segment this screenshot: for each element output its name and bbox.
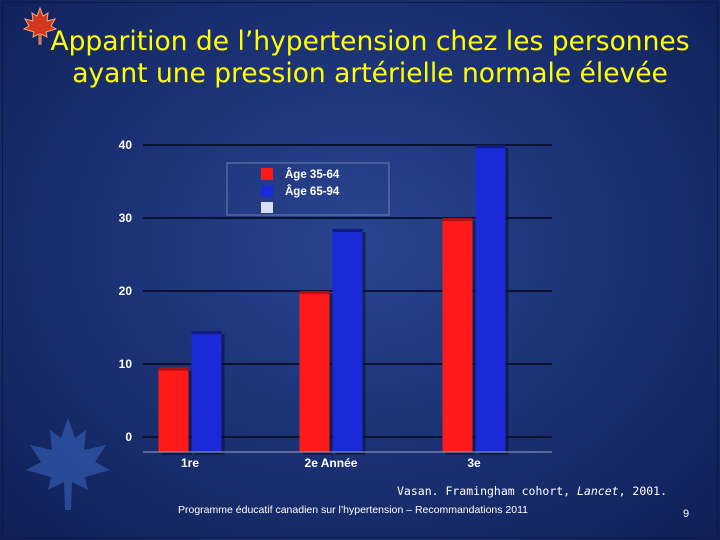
bar-cap xyxy=(475,145,506,148)
x-tick-label: 1re xyxy=(181,456,199,470)
slide-footer: Programme éducatif canadien sur l’hypert… xyxy=(178,504,529,516)
legend-swatch xyxy=(261,185,273,197)
y-tick-label: 20 xyxy=(119,284,133,298)
maple-leaf-watermark-icon xyxy=(26,418,110,510)
y-tick-label: 30 xyxy=(119,211,133,225)
y-axis-ticks: 0 10 20 30 40 xyxy=(119,138,133,444)
bar-cap xyxy=(299,291,330,294)
bar-cap xyxy=(191,331,222,335)
legend-label: Âge 65-94 xyxy=(285,185,340,198)
reference-journal: Lancet xyxy=(577,484,619,498)
bar xyxy=(332,228,363,452)
chart-legend: Âge 35-64 Âge 65-94 xyxy=(226,162,390,216)
reference-year: , 2001. xyxy=(618,484,668,498)
x-axis-labels: 1re 2e Année 3e xyxy=(181,456,481,470)
bar xyxy=(442,218,473,452)
page-number: 9 xyxy=(683,508,690,520)
bar-cap xyxy=(332,228,363,232)
reference-citation: Vasan. Framingham cohort, Lancet, 2001. xyxy=(397,484,667,498)
x-tick-label: 3e xyxy=(467,456,481,470)
y-tick-label: 0 xyxy=(125,430,132,444)
maple-leaf-icon xyxy=(22,6,58,45)
bar xyxy=(191,331,222,452)
legend-box xyxy=(226,162,390,216)
bar xyxy=(158,367,189,452)
bar xyxy=(475,145,506,452)
bar-cap xyxy=(158,367,189,371)
x-tick-label: 2e Année xyxy=(305,456,358,470)
legend-swatch xyxy=(261,168,273,180)
legend-label: Âge 35-64 xyxy=(285,168,340,181)
legend-swatch xyxy=(261,202,273,213)
y-tick-label: 10 xyxy=(119,357,133,371)
y-tick-label: 40 xyxy=(119,138,133,152)
bar-cap xyxy=(442,218,473,221)
reference-text: Vasan. Framingham cohort, xyxy=(397,484,578,498)
bar xyxy=(299,291,330,452)
chart-bars xyxy=(158,145,509,455)
slide-title: Apparition de l’hypertension chez les pe… xyxy=(50,25,690,89)
